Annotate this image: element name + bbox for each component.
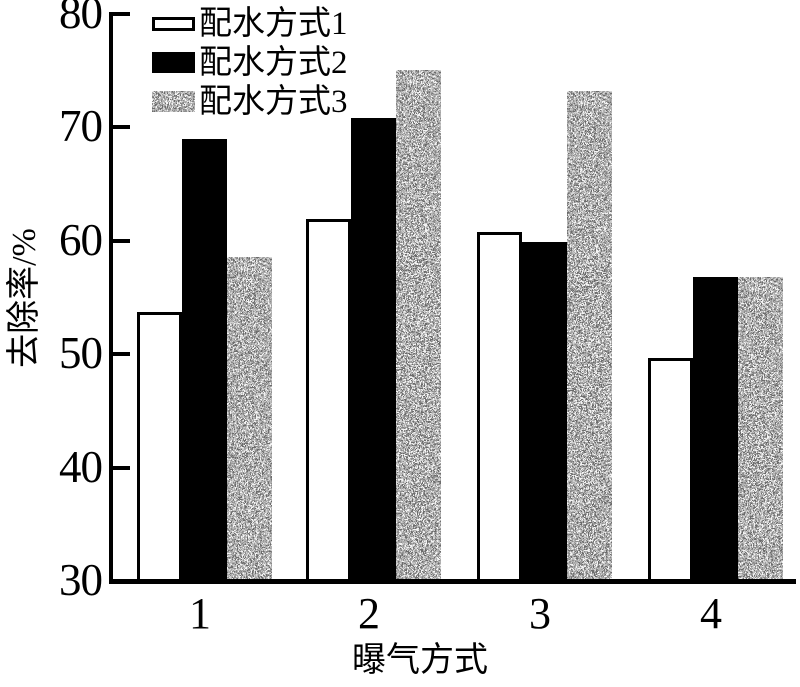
speckle-texture — [395, 69, 441, 583]
x-axis-line — [109, 579, 796, 584]
legend-label-2: 配水方式2 — [199, 44, 348, 81]
bar-group2-white — [305, 219, 351, 583]
y-tick-label-40: 40 — [59, 441, 103, 492]
bar-group1-black — [181, 138, 227, 583]
legend-item-3: 配水方式3 — [152, 82, 348, 121]
legend: 配水方式1 配水方式2 配水方式3 — [152, 4, 348, 121]
legend-item-1: 配水方式1 — [152, 4, 348, 43]
bar-group4-white — [647, 357, 693, 583]
y-tick-label-80: 80 — [59, 0, 103, 38]
bar-group2-speckle — [395, 69, 441, 583]
y-tick-60 — [109, 238, 130, 243]
bar-group3-white — [476, 231, 522, 583]
x-category-label-3: 3 — [529, 589, 551, 638]
legend-label-1: 配水方式1 — [199, 5, 348, 42]
y-tick-70 — [109, 125, 130, 130]
x-category-label-1: 1 — [189, 589, 211, 638]
y-tick-label-60: 60 — [59, 214, 103, 265]
speckle-texture — [226, 256, 272, 583]
y-tick-label-70: 70 — [59, 101, 103, 152]
y-tick-30 — [109, 579, 130, 583]
legend-swatch-black — [152, 52, 195, 73]
y-tick-label-50: 50 — [59, 328, 103, 379]
y-tick-80 — [109, 12, 130, 16]
y-axis-title: 去除率/% — [6, 228, 43, 368]
bar-group4-speckle — [737, 277, 783, 583]
legend-swatch-speckle — [152, 91, 195, 112]
bar-group3-speckle — [566, 91, 612, 583]
y-tick-label-30: 30 — [59, 555, 103, 605]
x-category-label-2: 2 — [358, 589, 380, 638]
x-category-label-4: 4 — [700, 589, 722, 638]
y-axis-line — [109, 12, 113, 583]
bar-group4-black — [692, 277, 738, 583]
bar-group1-speckle — [226, 256, 272, 583]
legend-swatch-white — [152, 16, 195, 31]
x-axis-title: 曝气方式 — [352, 642, 488, 679]
legend-item-2: 配水方式2 — [152, 43, 348, 82]
speckle-texture — [566, 91, 612, 583]
legend-label-3: 配水方式3 — [199, 83, 348, 120]
bar-group1-white — [136, 312, 182, 583]
bar-group3-black — [521, 241, 567, 583]
y-tick-50 — [109, 352, 130, 357]
speckle-texture — [152, 91, 195, 112]
speckle-texture — [737, 277, 783, 583]
y-tick-40 — [109, 465, 130, 470]
bar-group2-black — [350, 118, 396, 583]
